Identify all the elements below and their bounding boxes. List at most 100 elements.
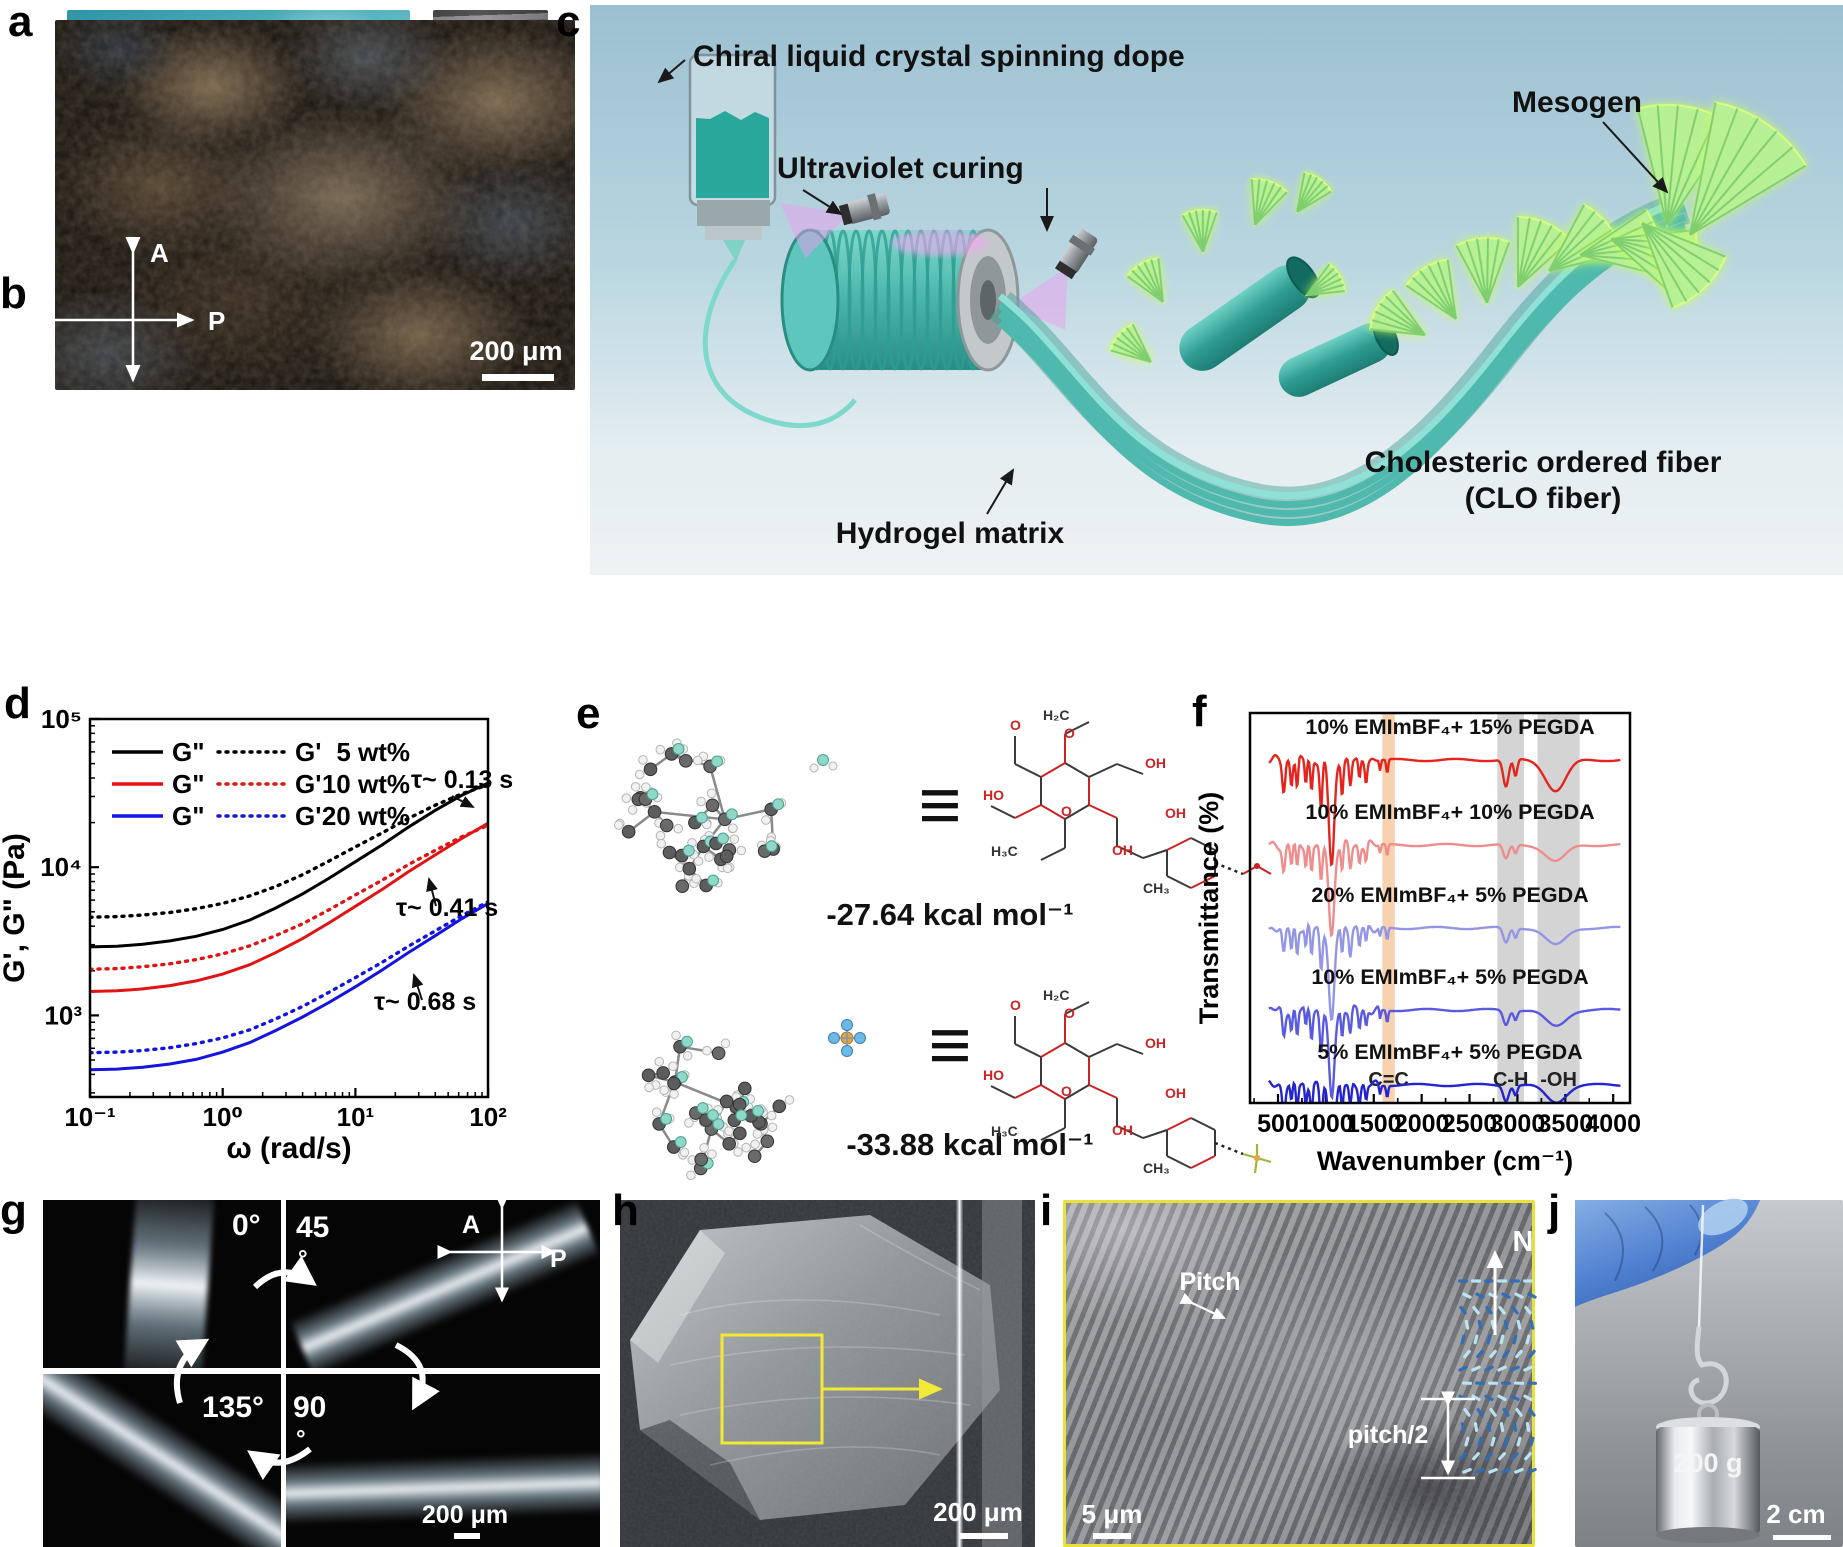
pom-rotation-grid: 0° 45 ° 135° 90 ° A P 200 μm xyxy=(43,1194,600,1547)
x-tick-label: 1500 xyxy=(1346,1110,1402,1138)
fiber-side-band xyxy=(982,1200,1022,1547)
x-tick-label: 2500 xyxy=(1442,1110,1498,1138)
tau-annotation: τ~ 0.41 s xyxy=(396,894,498,922)
dope-label: Chiral liquid crystal spinning dope xyxy=(693,40,1185,73)
fiber-90deg xyxy=(286,1451,600,1525)
panel-j-overlay: 200 g 2 cm xyxy=(1575,1198,1831,1543)
binding-energy-top: -27.64 kcal mol⁻¹ xyxy=(826,897,1073,932)
clo-fiber-strand xyxy=(1697,1204,1705,1328)
legend-series-label: 20 wt% xyxy=(322,801,410,831)
legend-series-label: 10 wt% xyxy=(322,769,410,799)
panel-b-pom-texture: A P 200 μm xyxy=(0,0,590,400)
schematic-artwork xyxy=(688,53,1808,527)
molecular-models: ≡ -27.64 kcal mol⁻¹ ≡ -33.88 kcal mol⁻¹ … xyxy=(613,707,1272,1181)
angle-label-90: 90 xyxy=(293,1391,326,1424)
glove-fingertip xyxy=(1698,1198,1748,1236)
dope-arrow-icon xyxy=(657,59,686,84)
y-axis-title: Transmittance (%) xyxy=(1194,792,1224,1025)
polarizer-label: P xyxy=(208,306,225,336)
spinning-schematic: Chiral liquid crystal spinning dope Ultr… xyxy=(590,5,1843,575)
x-tick-label: 2000 xyxy=(1394,1110,1450,1138)
atom-label: OH xyxy=(1112,1122,1133,1138)
pom-noise-texture xyxy=(55,20,575,390)
tau-annotation: τ~ 0.13 s xyxy=(411,766,513,794)
panel-f-ftir-chart: Wavenumber (cm⁻¹) Transmittance (%) C=C C… xyxy=(1060,688,1843,1188)
pitch-arrow-icon xyxy=(1179,1292,1226,1319)
atom-label: O xyxy=(1010,997,1021,1013)
ftir-series-label: 5% EMImBF₄+ 5% PEGDA xyxy=(1317,1040,1582,1064)
x-tick-label: 3000 xyxy=(1490,1110,1546,1138)
sem-noise xyxy=(620,1200,1035,1547)
mesogen-label: Mesogen xyxy=(1512,86,1642,119)
scale-bar xyxy=(960,1533,1008,1539)
atom-label: OH xyxy=(1165,805,1186,821)
atom-label: H₂C xyxy=(1043,707,1069,723)
ftir-series-1 xyxy=(1268,753,1621,867)
hydrogel-arrow-icon xyxy=(986,468,1015,515)
y-tick-label: 10³ xyxy=(44,1000,82,1030)
panel-j-weight-photo: 200 g 2 cm xyxy=(1545,1195,1843,1547)
series-G" 5 wt% xyxy=(90,781,488,949)
ftir-series-label: 10% EMImBF₄+ 10% PEGDA xyxy=(1305,800,1594,824)
tau-annotation: τ~ 0.68 s xyxy=(374,988,476,1016)
ftir-series-2 xyxy=(1268,839,1621,938)
panel-letter-i: i xyxy=(1040,1186,1053,1235)
atom-label: CH₃ xyxy=(1143,1160,1170,1176)
x-tick-label: 10¹ xyxy=(337,1102,375,1132)
binding-energy-bottom: -33.88 kcal mol⁻¹ xyxy=(846,1127,1093,1162)
atom-label: HO xyxy=(983,787,1004,803)
atom-label: O xyxy=(1061,803,1072,819)
scale-bar xyxy=(1773,1535,1831,1540)
y-tick-label: 10⁵ xyxy=(41,704,82,734)
legend-series-label: 5 wt% xyxy=(336,737,410,767)
ftir-series-5 xyxy=(1268,1079,1621,1103)
x-tick-label: 10⁻¹ xyxy=(64,1102,115,1132)
scale-bar-label: 2 cm xyxy=(1766,1499,1825,1529)
angle-label-135: 135° xyxy=(202,1391,264,1424)
chemical-structure-drawing: H₂C O OH HO O O OH H₃C OH CH₃ xyxy=(983,987,1272,1176)
atom-label: CH₃ xyxy=(1143,880,1170,896)
fiber-bright-edge xyxy=(956,1200,963,1547)
series-G' 5 wt% xyxy=(90,783,488,919)
panel-c-spinning-schematic: Chiral liquid crystal spinning dope Ultr… xyxy=(555,0,1843,585)
fiber-135deg xyxy=(43,1374,281,1547)
scale-bar-label: 200 μm xyxy=(933,1497,1023,1527)
panel-letter-h: h xyxy=(612,1186,639,1235)
atom-label: O xyxy=(1064,1005,1075,1021)
analyzer-label: A xyxy=(462,1211,480,1239)
scale-bar-label: 5 μm xyxy=(1082,1499,1143,1529)
cholesteric-helix-illustration xyxy=(1458,1279,1538,1474)
series-G' 10 wt% xyxy=(90,823,488,971)
weight-bottom xyxy=(1656,1527,1760,1543)
panel-d-rheology-chart: ω (rad/s) G', G" (Pa) 10⁻¹ 10⁰ 10¹ 10² 10³ 10… xyxy=(0,688,513,1188)
x-tick-label: 10⁰ xyxy=(203,1102,243,1132)
hydrogel-matrix-label: Hydrogel matrix xyxy=(836,517,1065,550)
rotate-arrow-top-icon xyxy=(252,1255,317,1290)
legend-dotted-name: G' xyxy=(295,737,321,767)
atom-label: HO xyxy=(983,1067,1004,1083)
clo-fiber-label-line1: Cholesteric ordered fiber xyxy=(1365,446,1722,479)
angle-label-45-degree-sign: ° xyxy=(298,1246,308,1273)
fiber-0deg xyxy=(122,1200,216,1368)
panel-h-sem-cross-section: 200 μm xyxy=(610,1195,1055,1547)
panel-letter-b: b xyxy=(0,269,27,318)
atom-label: O xyxy=(1061,1083,1072,1099)
uv-arrow-left-icon xyxy=(802,189,843,216)
series-G" 20 wt% xyxy=(90,902,488,1072)
panel-letter-f: f xyxy=(1192,687,1207,736)
atom-label: H₂C xyxy=(1043,987,1069,1003)
ball-and-stick-molecule xyxy=(613,738,838,894)
atom-label: OH xyxy=(1145,1035,1166,1051)
sem-cross-section: 200 μm xyxy=(620,1200,1035,1547)
legend-solid-name: G" xyxy=(172,737,205,767)
panel-e-molecular-models: ≡ -27.64 kcal mol⁻¹ ≡ -33.88 kcal mol⁻¹ … xyxy=(555,688,1272,1188)
angle-label-90-degree-sign: ° xyxy=(296,1426,306,1453)
scale-bar-label: 200 μm xyxy=(422,1501,508,1529)
panel-g-pom-rotation: 0° 45 ° 135° 90 ° A P 200 μm xyxy=(30,1194,610,1547)
rotate-arrow-bottom-icon xyxy=(247,1446,312,1481)
panel-letter-e: e xyxy=(576,689,601,738)
scale-bar xyxy=(1093,1533,1131,1539)
analyzer-label: A xyxy=(150,238,169,268)
atom-label: OH xyxy=(1112,842,1133,858)
